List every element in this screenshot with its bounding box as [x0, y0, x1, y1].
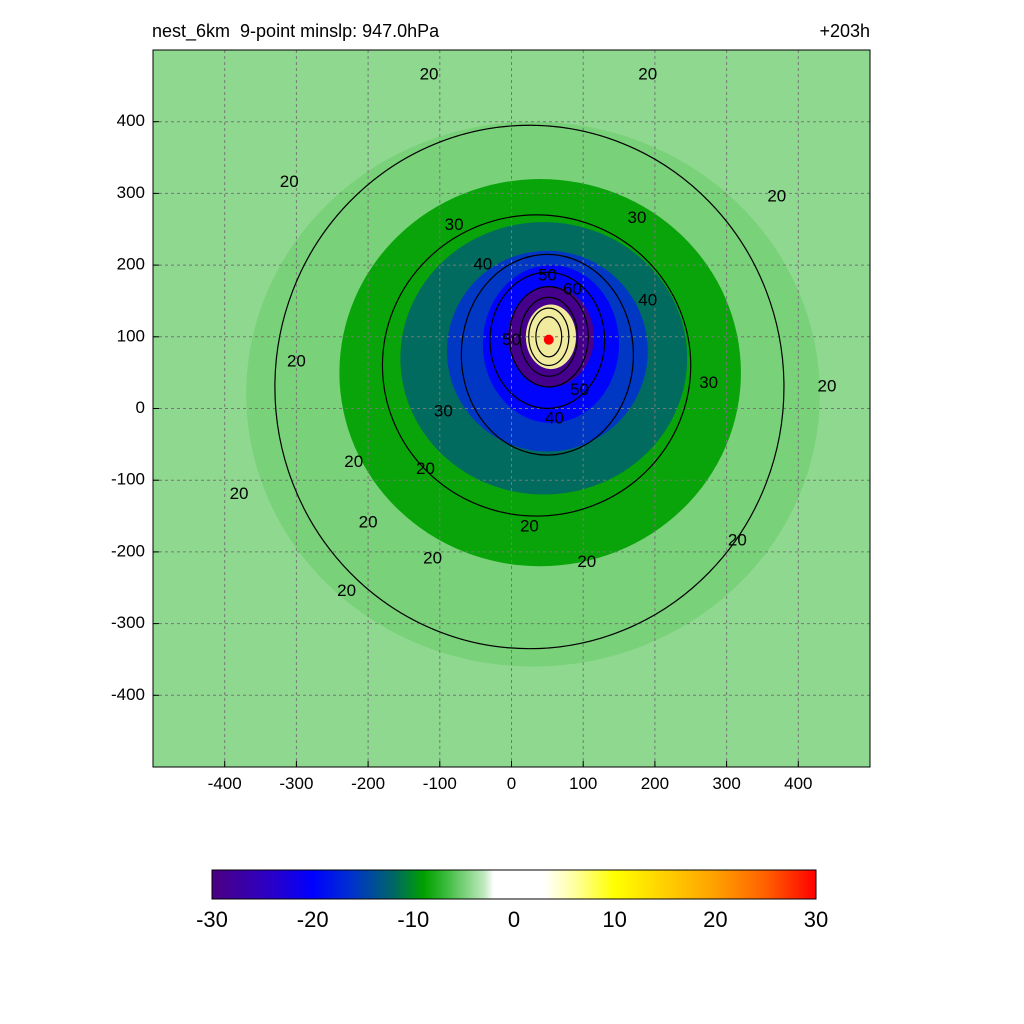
- contour-label: 30: [445, 215, 464, 234]
- contour-label: 30: [434, 402, 453, 421]
- contour-label: 20: [577, 552, 596, 571]
- x-tick-label: 300: [712, 774, 740, 793]
- contour-label: 20: [728, 531, 747, 550]
- y-tick-label: 200: [117, 255, 145, 274]
- y-tick-label: -200: [111, 541, 145, 560]
- contour-label: 20: [423, 549, 442, 568]
- contour-label: 20: [420, 65, 439, 84]
- colorbar: -30 -20 -10 0 10 20 30: [196, 869, 828, 932]
- contour-line-6: [528, 307, 570, 367]
- contour-label: 30: [628, 208, 647, 227]
- contour-label: 50: [502, 330, 521, 349]
- colorbar-tick-label: -10: [397, 907, 429, 932]
- colorbar-tick-label: 30: [804, 907, 828, 932]
- colorbar-tick-label: 10: [602, 907, 626, 932]
- contour-line-40: [460, 253, 634, 456]
- y-tick-label: -300: [111, 613, 145, 632]
- contour-line-60: [508, 286, 589, 388]
- contour-label: 20: [416, 459, 435, 478]
- contour-label: 20: [287, 351, 306, 370]
- contour-label: 40: [473, 255, 492, 274]
- contour-label: 20: [280, 172, 299, 191]
- x-tick-label: 0: [507, 774, 516, 793]
- contour-line-20: [274, 124, 785, 650]
- colorbar-tick-label: 20: [703, 907, 727, 932]
- colorbar-bar: [211, 869, 817, 900]
- storm-center: [543, 334, 554, 345]
- contour-label: 20: [520, 516, 539, 535]
- x-tick-label: -400: [208, 774, 242, 793]
- x-tick-label: -100: [423, 774, 457, 793]
- forecast-hour-label: +203h: [819, 21, 870, 41]
- y-tick-label: 0: [136, 398, 145, 417]
- contour-labels: 20 20 20 20 20 20 20 20 20 20 20 20 20 20 30 30 30 30 40 40…: [230, 65, 837, 600]
- contour-label: 20: [818, 376, 837, 395]
- storm-center-marker: [543, 334, 554, 345]
- y-tick-label: -100: [111, 470, 145, 489]
- contour-label: 50: [538, 265, 557, 284]
- x-tick-label: 100: [569, 774, 597, 793]
- contour-line-7: [535, 316, 563, 358]
- contour-label: 30: [699, 373, 718, 392]
- x-tick-label: 200: [641, 774, 669, 793]
- x-tick-label: -300: [279, 774, 313, 793]
- colorbar-tick-label: -20: [297, 907, 329, 932]
- y-tick-label: 100: [117, 326, 145, 345]
- contour-label: 20: [337, 581, 356, 600]
- x-tick-label: 400: [784, 774, 812, 793]
- chart-title: nest_6km 9-point minslp: 947.0hPa: [152, 21, 440, 41]
- contour-line-50: [489, 271, 606, 410]
- contour-label: 20: [230, 484, 249, 503]
- y-axis-ticks: -400 -300 -200 -100 0 100 200 300 400: [111, 111, 159, 704]
- contour-label: 20: [767, 186, 786, 205]
- contour-label: 20: [344, 452, 363, 471]
- contour-lines: [274, 124, 785, 650]
- x-axis-ticks: -400 -300 -200 -100 0 100 200 300 400: [208, 761, 812, 793]
- contour-label: 60: [563, 280, 582, 299]
- contour-label: 50: [570, 380, 589, 399]
- filled-field: [153, 50, 870, 767]
- contour-line-5: [519, 296, 579, 377]
- colorbar-tick-label: 0: [508, 907, 520, 932]
- contour-line-30: [381, 214, 692, 517]
- contour-label: 40: [545, 409, 564, 428]
- contour-label: 20: [359, 513, 378, 532]
- y-tick-label: 400: [117, 111, 145, 130]
- colorbar-tick-label: -30: [196, 907, 228, 932]
- y-tick-label: 300: [117, 183, 145, 202]
- x-tick-label: -200: [351, 774, 385, 793]
- y-tick-label: -400: [111, 685, 145, 704]
- contour-label: 40: [638, 290, 657, 309]
- contour-label: 20: [638, 65, 657, 84]
